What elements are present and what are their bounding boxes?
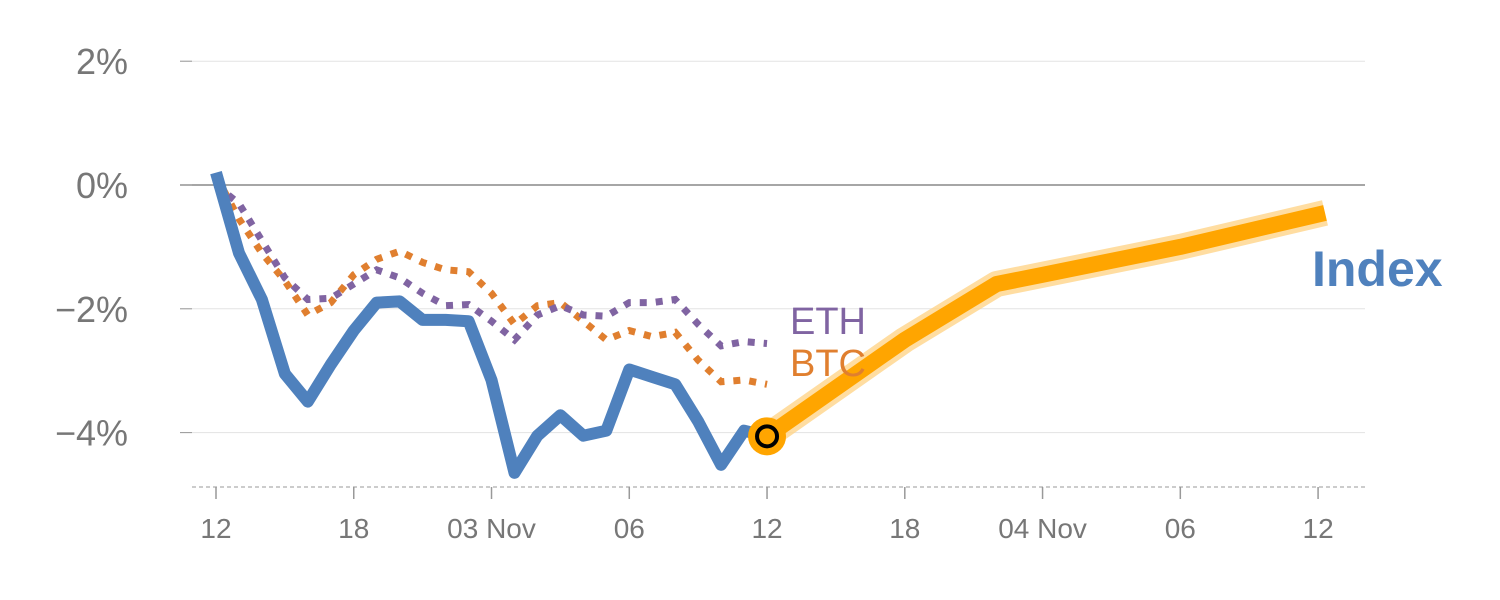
y-tick-label: 2% <box>76 41 128 82</box>
eth-label: ETH <box>790 301 866 343</box>
eth-line <box>213 182 768 350</box>
x-tick-label: 18 <box>889 513 920 544</box>
y-tick-label: −2% <box>55 289 128 330</box>
y-tick-label: −4% <box>55 413 128 454</box>
y-tick-label: 0% <box>76 165 128 206</box>
btc-line <box>212 174 768 388</box>
current-point-ring <box>755 424 780 449</box>
x-tick-label: 18 <box>338 513 369 544</box>
index-line <box>210 170 769 479</box>
btc-label: BTC <box>790 343 866 385</box>
x-tick-label: 12 <box>751 513 782 544</box>
y-axis: 2% 0% −2% −4% <box>55 41 192 454</box>
x-tick-label: 04 Nov <box>998 513 1087 544</box>
x-tick-label: 06 <box>1165 513 1196 544</box>
x-tick-label: 06 <box>614 513 645 544</box>
series-lines <box>210 170 1328 479</box>
current-point-marker <box>748 417 787 456</box>
forecast-line <box>762 205 1327 443</box>
index-label: Index <box>1312 241 1443 297</box>
x-axis: 12 18 03 Nov 06 12 18 04 Nov 06 12 <box>200 487 1334 544</box>
x-tick-label: 12 <box>200 513 231 544</box>
x-tick-label: 12 <box>1303 513 1334 544</box>
x-tick-label: 03 Nov <box>447 513 536 544</box>
